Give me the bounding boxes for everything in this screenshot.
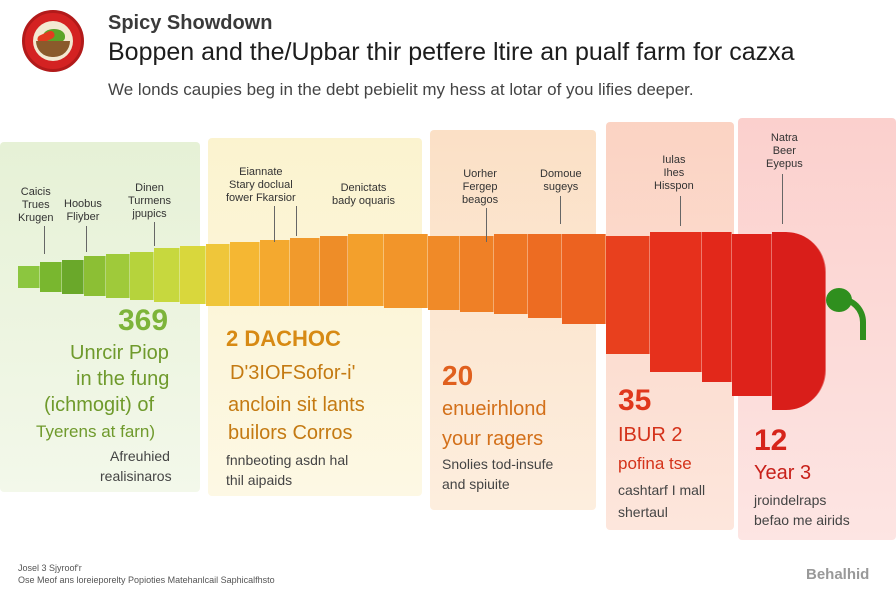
section-2-line-1: D'3IOFSofor-i' — [230, 362, 356, 384]
annotation-1-pointer — [44, 226, 45, 254]
section-1-line-3: (ichmogit) of — [44, 394, 155, 416]
section-3-line-2: your ragers — [442, 428, 544, 450]
watermark-badge: Behalhid — [806, 566, 870, 583]
chili-segment — [650, 232, 702, 372]
footer-line-2: Ose Meof ans loreieporelty Popioties Mat… — [18, 575, 275, 585]
page-subtitle: We londs caupies beg in the debt pebieli… — [108, 80, 694, 99]
section-2-line-3: builors Corros — [228, 422, 353, 444]
chili-segment — [40, 262, 62, 292]
annotation-8: Iulas Ihes Hisspon — [654, 154, 694, 192]
section-1-line-2: in the fung — [76, 368, 170, 390]
section-4-note-1: cashtarf I mall — [618, 482, 706, 498]
section-1-note-2: realisinaros — [100, 468, 172, 484]
footer-credits: Josel 3 Sjyroof'r Ose Meof ans loreiepor… — [18, 562, 275, 586]
annotation-5: Denictats bady oquaris — [332, 182, 395, 207]
brand-logo — [22, 10, 84, 72]
chili-segment — [206, 244, 230, 306]
panel-green — [0, 142, 200, 492]
annotation-2: Hoobus Fliyber — [64, 198, 102, 223]
chili-segment — [772, 232, 826, 410]
section-5-stat: 12 — [754, 424, 788, 457]
chili-segment — [180, 246, 206, 304]
page-title: Boppen and the/Upbar thir petfere ltire … — [108, 38, 795, 66]
section-4-line-2: pofina tse — [618, 454, 692, 473]
chili-stem-icon — [840, 296, 866, 340]
chili-segment — [18, 266, 40, 288]
chili-segment — [348, 234, 384, 306]
panel-yellow — [208, 138, 422, 496]
chili-segment — [702, 232, 732, 382]
section-2-stat: 2 DACHOC — [226, 326, 341, 351]
chili-cap-icon — [826, 288, 852, 312]
annotation-2-pointer — [86, 226, 87, 252]
section-3-line-1: enueirhlond — [442, 398, 547, 420]
section-5-line-1: Year 3 — [754, 462, 812, 484]
section-5-note-2: befao me airids — [754, 512, 850, 528]
chili-segment — [130, 252, 154, 300]
annotation-4-pointer-b — [296, 206, 297, 236]
chili-segment — [106, 254, 130, 298]
section-1-line-4: Tyerens at farn) — [36, 422, 156, 441]
section-2-line-2: ancloin sit lants — [228, 394, 365, 416]
chili-segment — [84, 256, 106, 296]
section-1-stat: 369 — [118, 304, 169, 337]
section-2-note-2: thil aipaids — [226, 472, 293, 488]
annotation-4: Eiannate Stary doclual fower Fkarsior — [226, 166, 296, 204]
annotation-9-pointer — [782, 174, 783, 224]
chili-segment — [494, 234, 528, 314]
annotation-7: Domoue sugeys — [540, 168, 582, 193]
chili-segment — [732, 234, 772, 396]
section-3-note-2: and spiuite — [442, 476, 510, 492]
annotation-8-pointer — [680, 196, 681, 226]
section-4-line-1: IBUR 2 — [618, 424, 683, 446]
annotation-9: Natra Beer Eyepus — [766, 132, 803, 170]
section-4-note-2: shertaul — [618, 504, 668, 520]
brand-name: Spicy Showdown — [108, 12, 273, 34]
chili-segment — [384, 234, 428, 308]
section-5-note-1: jroindelraps — [754, 492, 827, 508]
section-1-note-1: Afreuhied — [110, 448, 170, 464]
section-2-note-1: fnnbeoting asdn hal — [226, 452, 349, 468]
bowl-icon — [33, 21, 73, 61]
annotation-6-pointer — [486, 208, 487, 242]
annotation-6: Uorher Fergep beagos — [462, 168, 499, 206]
chili-segment — [320, 236, 348, 306]
chili-segment — [62, 260, 84, 294]
section-3-stat: 20 — [442, 360, 474, 391]
chili-segment — [562, 234, 606, 324]
chili-segment — [154, 248, 180, 302]
annotation-7-pointer — [560, 196, 561, 224]
chili-segment — [460, 236, 494, 312]
section-1-line-1: Unrcir Piop — [70, 342, 169, 364]
annotation-4-pointer — [274, 206, 275, 242]
annotation-1: Caicis Trues Krugen — [18, 186, 54, 224]
chili-segment — [260, 240, 290, 306]
chili-segment — [230, 242, 260, 306]
footer-line-1: Josel 3 Sjyroof'r — [18, 563, 82, 573]
chili-segment — [290, 238, 320, 306]
section-3-note-1: Snolies tod-insufe — [442, 456, 554, 472]
annotation-3: Dinen Turmens jpupics — [128, 182, 171, 220]
chili-segment — [528, 234, 562, 318]
annotation-3-pointer — [154, 222, 155, 246]
chili-segment — [428, 236, 460, 310]
chili-segment — [606, 236, 650, 354]
section-4-stat: 35 — [618, 384, 652, 417]
